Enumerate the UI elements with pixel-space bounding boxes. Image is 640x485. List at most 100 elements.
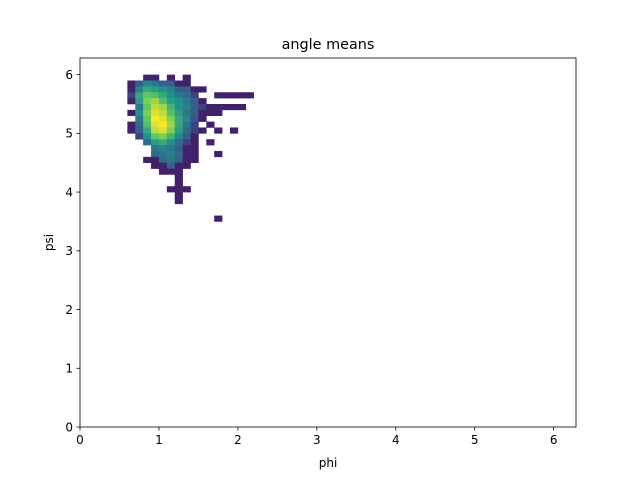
heatmap-bin xyxy=(143,115,152,122)
y-tick-label: 3 xyxy=(65,244,73,258)
heatmap-bin xyxy=(135,103,144,111)
heatmap-bin xyxy=(182,186,191,193)
heatmap-bin xyxy=(174,103,183,111)
heatmap-bin xyxy=(166,86,176,93)
y-tick-label: 2 xyxy=(65,303,73,317)
heatmap-bin xyxy=(214,103,223,111)
heatmap-bin xyxy=(158,162,168,169)
heatmap-bin xyxy=(151,98,160,105)
heatmap-bin xyxy=(127,92,136,99)
x-axis-label: phi xyxy=(319,456,338,470)
heatmap-bin xyxy=(135,80,144,87)
heatmap-bin xyxy=(135,127,144,134)
heatmap-bin xyxy=(182,115,191,122)
heatmap-bin xyxy=(166,74,176,81)
heatmap-bin xyxy=(190,139,199,146)
heatmap-bin xyxy=(158,92,168,99)
heatmap-bin xyxy=(190,92,199,99)
y-tick-label: 0 xyxy=(65,420,73,434)
y-axis-label: psi xyxy=(42,234,56,251)
heatmap-bin xyxy=(151,127,160,134)
heatmap-bin xyxy=(190,133,199,140)
x-axis: 0 1 2 3 4 5 6 xyxy=(76,427,557,447)
heatmap-bin xyxy=(198,98,207,105)
heatmap-bin xyxy=(135,86,144,93)
heatmap-bin xyxy=(151,139,160,146)
heatmap-bin xyxy=(166,92,176,99)
plot-frame xyxy=(79,57,577,428)
heatmap-bin xyxy=(143,103,152,111)
heatmap-bin xyxy=(158,139,168,146)
heatmap-bin xyxy=(214,215,223,222)
heatmap-bin xyxy=(190,145,199,152)
heatmap-bin xyxy=(158,168,168,175)
heatmap-bin xyxy=(222,103,231,111)
y-tick-label: 4 xyxy=(65,185,73,199)
heatmap-bin xyxy=(198,86,207,93)
heatmap-bin xyxy=(174,127,183,134)
heatmap-bin xyxy=(166,162,176,169)
heatmap-bin xyxy=(158,98,168,105)
heatmap-bin xyxy=(127,86,136,93)
heatmap-bin xyxy=(166,186,176,193)
heatmap-bin xyxy=(151,74,160,81)
heatmap-bin xyxy=(174,168,183,175)
heatmap-bin xyxy=(174,156,183,164)
heatmap-bin xyxy=(166,103,176,111)
y-tick-label: 6 xyxy=(65,68,73,82)
heatmap-bin xyxy=(166,156,176,164)
heatmap-bin xyxy=(151,80,160,87)
y-axis: 0 1 2 3 4 5 6 xyxy=(65,68,80,434)
heatmap-bin xyxy=(166,109,176,117)
heatmap-bin xyxy=(174,174,183,181)
heatmap-bin xyxy=(158,121,168,128)
heatmap-bin xyxy=(182,109,191,117)
heatmap-bin xyxy=(174,192,183,199)
heatmap-bin xyxy=(166,168,176,175)
heatmap-bin xyxy=(174,121,183,128)
heatmap-bin xyxy=(127,127,136,134)
heatmap-bin xyxy=(158,133,168,140)
heatmap-bin xyxy=(143,121,152,128)
heatmap-bin xyxy=(166,139,176,146)
heatmap-bin xyxy=(174,186,183,193)
heatmap-bin xyxy=(237,103,247,111)
heatmap-bin xyxy=(143,139,152,146)
heatmap-bin xyxy=(174,180,183,187)
heatmap-bin xyxy=(151,121,160,128)
heatmap-bin xyxy=(151,109,160,117)
heatmap-bin xyxy=(143,98,152,105)
x-tick-label: 0 xyxy=(76,433,84,447)
heatmap-bin xyxy=(151,156,160,164)
heatmap-bin xyxy=(135,92,144,99)
heatmap-bin xyxy=(158,80,168,87)
heatmap-bin xyxy=(206,103,215,111)
x-tick-label: 1 xyxy=(155,433,163,447)
heatmap-bin xyxy=(182,156,191,164)
heatmap-bin xyxy=(190,121,199,128)
heatmap-bin xyxy=(143,133,152,140)
heatmap-bin xyxy=(151,86,160,93)
heatmap-bin xyxy=(143,156,152,164)
heatmap-bin xyxy=(158,103,168,111)
heatmap-bin xyxy=(158,109,168,117)
heatmap-bin xyxy=(198,115,207,122)
heatmap-bin xyxy=(127,98,136,105)
heatmap-bin xyxy=(174,92,183,99)
heatmap-bin xyxy=(198,103,207,111)
heatmap-bin xyxy=(166,98,176,105)
heatmap-bin xyxy=(214,109,223,117)
heatmap-bin xyxy=(182,92,191,99)
heatmap-bin xyxy=(190,98,199,105)
heatmap-bin xyxy=(158,86,168,93)
heatmap-bin xyxy=(198,127,207,134)
heatmap-bin xyxy=(143,127,152,134)
heatmap-bin xyxy=(214,92,223,99)
heatmap-bin xyxy=(166,150,176,158)
heatmap-bin xyxy=(214,127,223,134)
heatmap-bin xyxy=(158,156,168,164)
heatmap-bin xyxy=(174,197,183,205)
heatmap-bin xyxy=(135,109,144,117)
heatmap-bin xyxy=(151,133,160,140)
heatmap-bin xyxy=(182,127,191,134)
